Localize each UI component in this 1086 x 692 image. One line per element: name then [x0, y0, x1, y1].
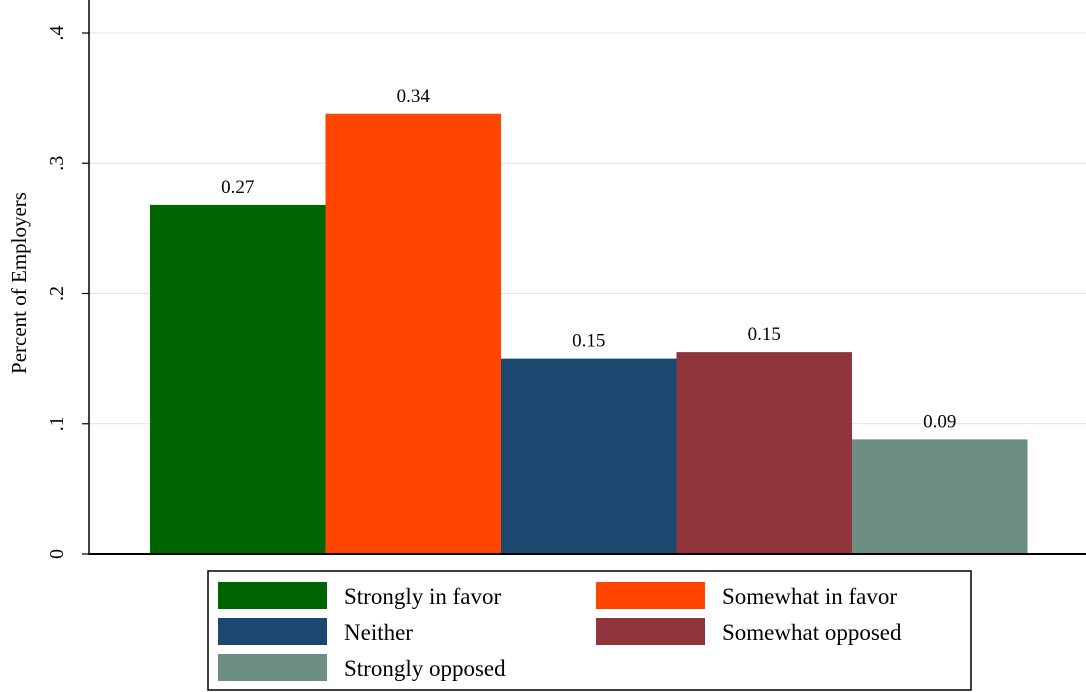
- bar-value-label: 0.34: [397, 86, 431, 107]
- bar-value-label: 0.15: [572, 331, 605, 352]
- y-tick-label: .1: [46, 416, 68, 431]
- bar-value-label: 0.15: [748, 324, 781, 345]
- legend-swatch: [218, 618, 327, 645]
- legend-label: Neither: [344, 620, 413, 645]
- legend-label: Strongly in favor: [344, 584, 501, 609]
- bar-strongly-in-favor: [150, 204, 326, 554]
- legend-label: Somewhat in favor: [722, 584, 897, 609]
- bar-somewhat-in-favor: [325, 113, 501, 554]
- y-tick-label: .4: [46, 26, 68, 41]
- legend-frame: [207, 570, 972, 691]
- legend-label: Somewhat opposed: [722, 620, 902, 645]
- y-tick-label: 0: [46, 549, 68, 559]
- y-ticks: 0 .1 .2 .3 .4: [46, 26, 89, 559]
- bars: [150, 113, 1028, 554]
- legend-swatch: [596, 582, 705, 609]
- legend: Strongly in favor Somewhat in favor Neithe…: [207, 570, 972, 691]
- legend-swatch: [596, 618, 705, 645]
- y-tick-label: .2: [46, 286, 68, 301]
- axes: [88, 0, 1086, 555]
- bar-value-label: 0.27: [221, 177, 254, 198]
- legend-swatch: [218, 582, 327, 609]
- bar-somewhat-opposed: [676, 352, 852, 554]
- y-axis-title: Percent of Employers: [7, 192, 31, 374]
- legend-label: Strongly opposed: [344, 656, 506, 681]
- bar-value-labels: 0.27 0.34 0.15 0.15 0.09: [221, 86, 956, 433]
- legend-swatch: [218, 654, 327, 681]
- bar-strongly-opposed: [852, 439, 1028, 554]
- y-tick-label: .3: [46, 156, 68, 171]
- bar-value-label: 0.09: [923, 411, 956, 432]
- bar-neither: [501, 358, 677, 554]
